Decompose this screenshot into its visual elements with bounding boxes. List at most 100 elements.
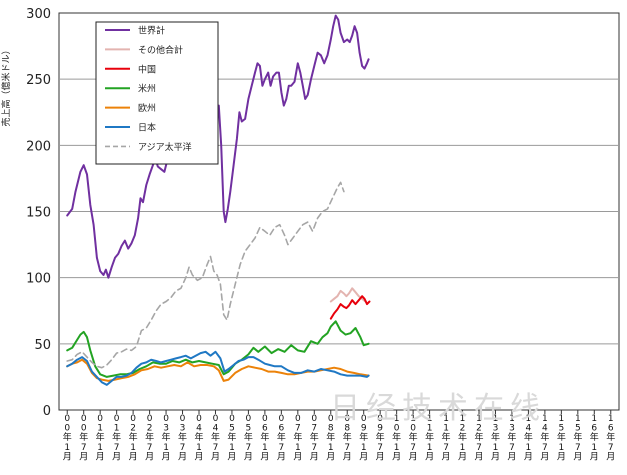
legend-entry: 世界計 — [105, 25, 165, 37]
y-axis-label: 売上高（億米ドル） — [0, 45, 12, 126]
legend-label: 日本 — [138, 122, 156, 134]
y-tick-label: 100 — [26, 272, 51, 287]
y-tick-label: 50 — [34, 338, 51, 353]
legend-label: 欧州 — [138, 102, 156, 114]
legend-label: アジア太平洋 — [138, 141, 192, 153]
legend-entry: 中国 — [105, 63, 156, 75]
series-line-5 — [66, 350, 370, 386]
y-tick-label: 0 — [43, 404, 51, 419]
y-tick-label: 200 — [26, 139, 51, 154]
legend-label: 世界計 — [138, 25, 165, 37]
legend-label: その他合計 — [138, 44, 183, 56]
legend-entry: その他合計 — [105, 44, 183, 56]
series-line-0 — [66, 14, 370, 279]
series-line-2 — [329, 295, 371, 320]
series-line-1 — [329, 287, 367, 303]
y-tick-label: 300 — [26, 7, 51, 22]
legend-entry: 欧州 — [105, 102, 156, 114]
y-axis-ticks: 0 50 100 150 200 250 300 — [26, 7, 51, 419]
legend-label: 米州 — [138, 83, 156, 95]
series-lines — [66, 14, 371, 386]
x-axis-ticks: 0 0 年 1 月 0 0 年 7 月 0 1 年 1 月 0 1 年 7 月 0 2 年 1 月 0 2 年 7 月 0 3 年 1 月 0 3 年 7 月… — [63, 410, 615, 462]
series-line-6 — [66, 181, 345, 369]
y-tick-label: 150 — [26, 206, 51, 221]
legend-entry: アジア太平洋 — [105, 141, 192, 153]
y-tick-label: 250 — [26, 73, 51, 88]
series-line-3 — [66, 320, 370, 378]
watermark: 日经技术在线 — [330, 391, 546, 426]
legend-entry: 米州 — [105, 83, 156, 95]
legend-entry: 日本 — [105, 122, 156, 134]
legend-box — [95, 21, 219, 165]
